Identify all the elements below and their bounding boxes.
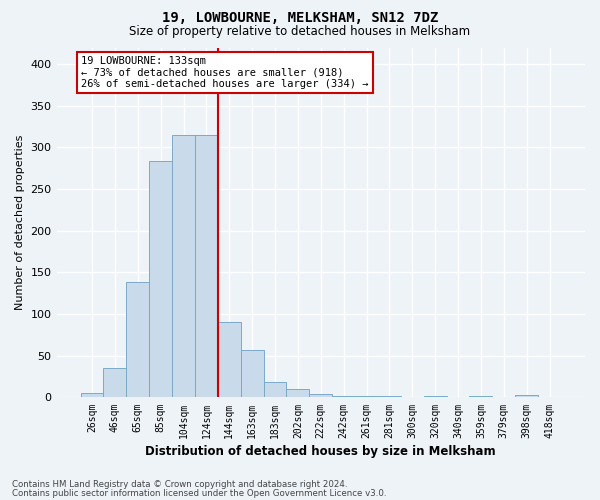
Text: Contains public sector information licensed under the Open Government Licence v3: Contains public sector information licen… (12, 488, 386, 498)
Bar (80, 394, 103, 398)
Bar (172, 135, 195, 398)
Bar (127, 282, 149, 398)
Text: Contains HM Land Registry data © Crown copyright and database right 2024.: Contains HM Land Registry data © Crown c… (12, 480, 347, 489)
Bar (149, 161, 172, 398)
Bar (218, 322, 241, 398)
Bar (263, 382, 286, 398)
Bar (469, 396, 493, 398)
Bar (332, 396, 355, 398)
Bar (515, 395, 538, 398)
Bar (195, 135, 218, 398)
Text: 19, LOWBOURNE, MELKSHAM, SN12 7DZ: 19, LOWBOURNE, MELKSHAM, SN12 7DZ (162, 11, 438, 25)
Text: Size of property relative to detached houses in Melksham: Size of property relative to detached ho… (130, 25, 470, 38)
X-axis label: Distribution of detached houses by size in Melksham: Distribution of detached houses by size … (145, 444, 496, 458)
Bar (103, 368, 127, 398)
Bar (378, 396, 401, 398)
Bar (286, 389, 310, 398)
Bar (355, 396, 378, 398)
Bar (241, 350, 263, 398)
Y-axis label: Number of detached properties: Number of detached properties (15, 135, 25, 310)
Bar (424, 396, 446, 398)
Bar (310, 394, 332, 398)
Text: 19 LOWBOURNE: 133sqm
← 73% of detached houses are smaller (918)
26% of semi-deta: 19 LOWBOURNE: 133sqm ← 73% of detached h… (81, 56, 368, 89)
